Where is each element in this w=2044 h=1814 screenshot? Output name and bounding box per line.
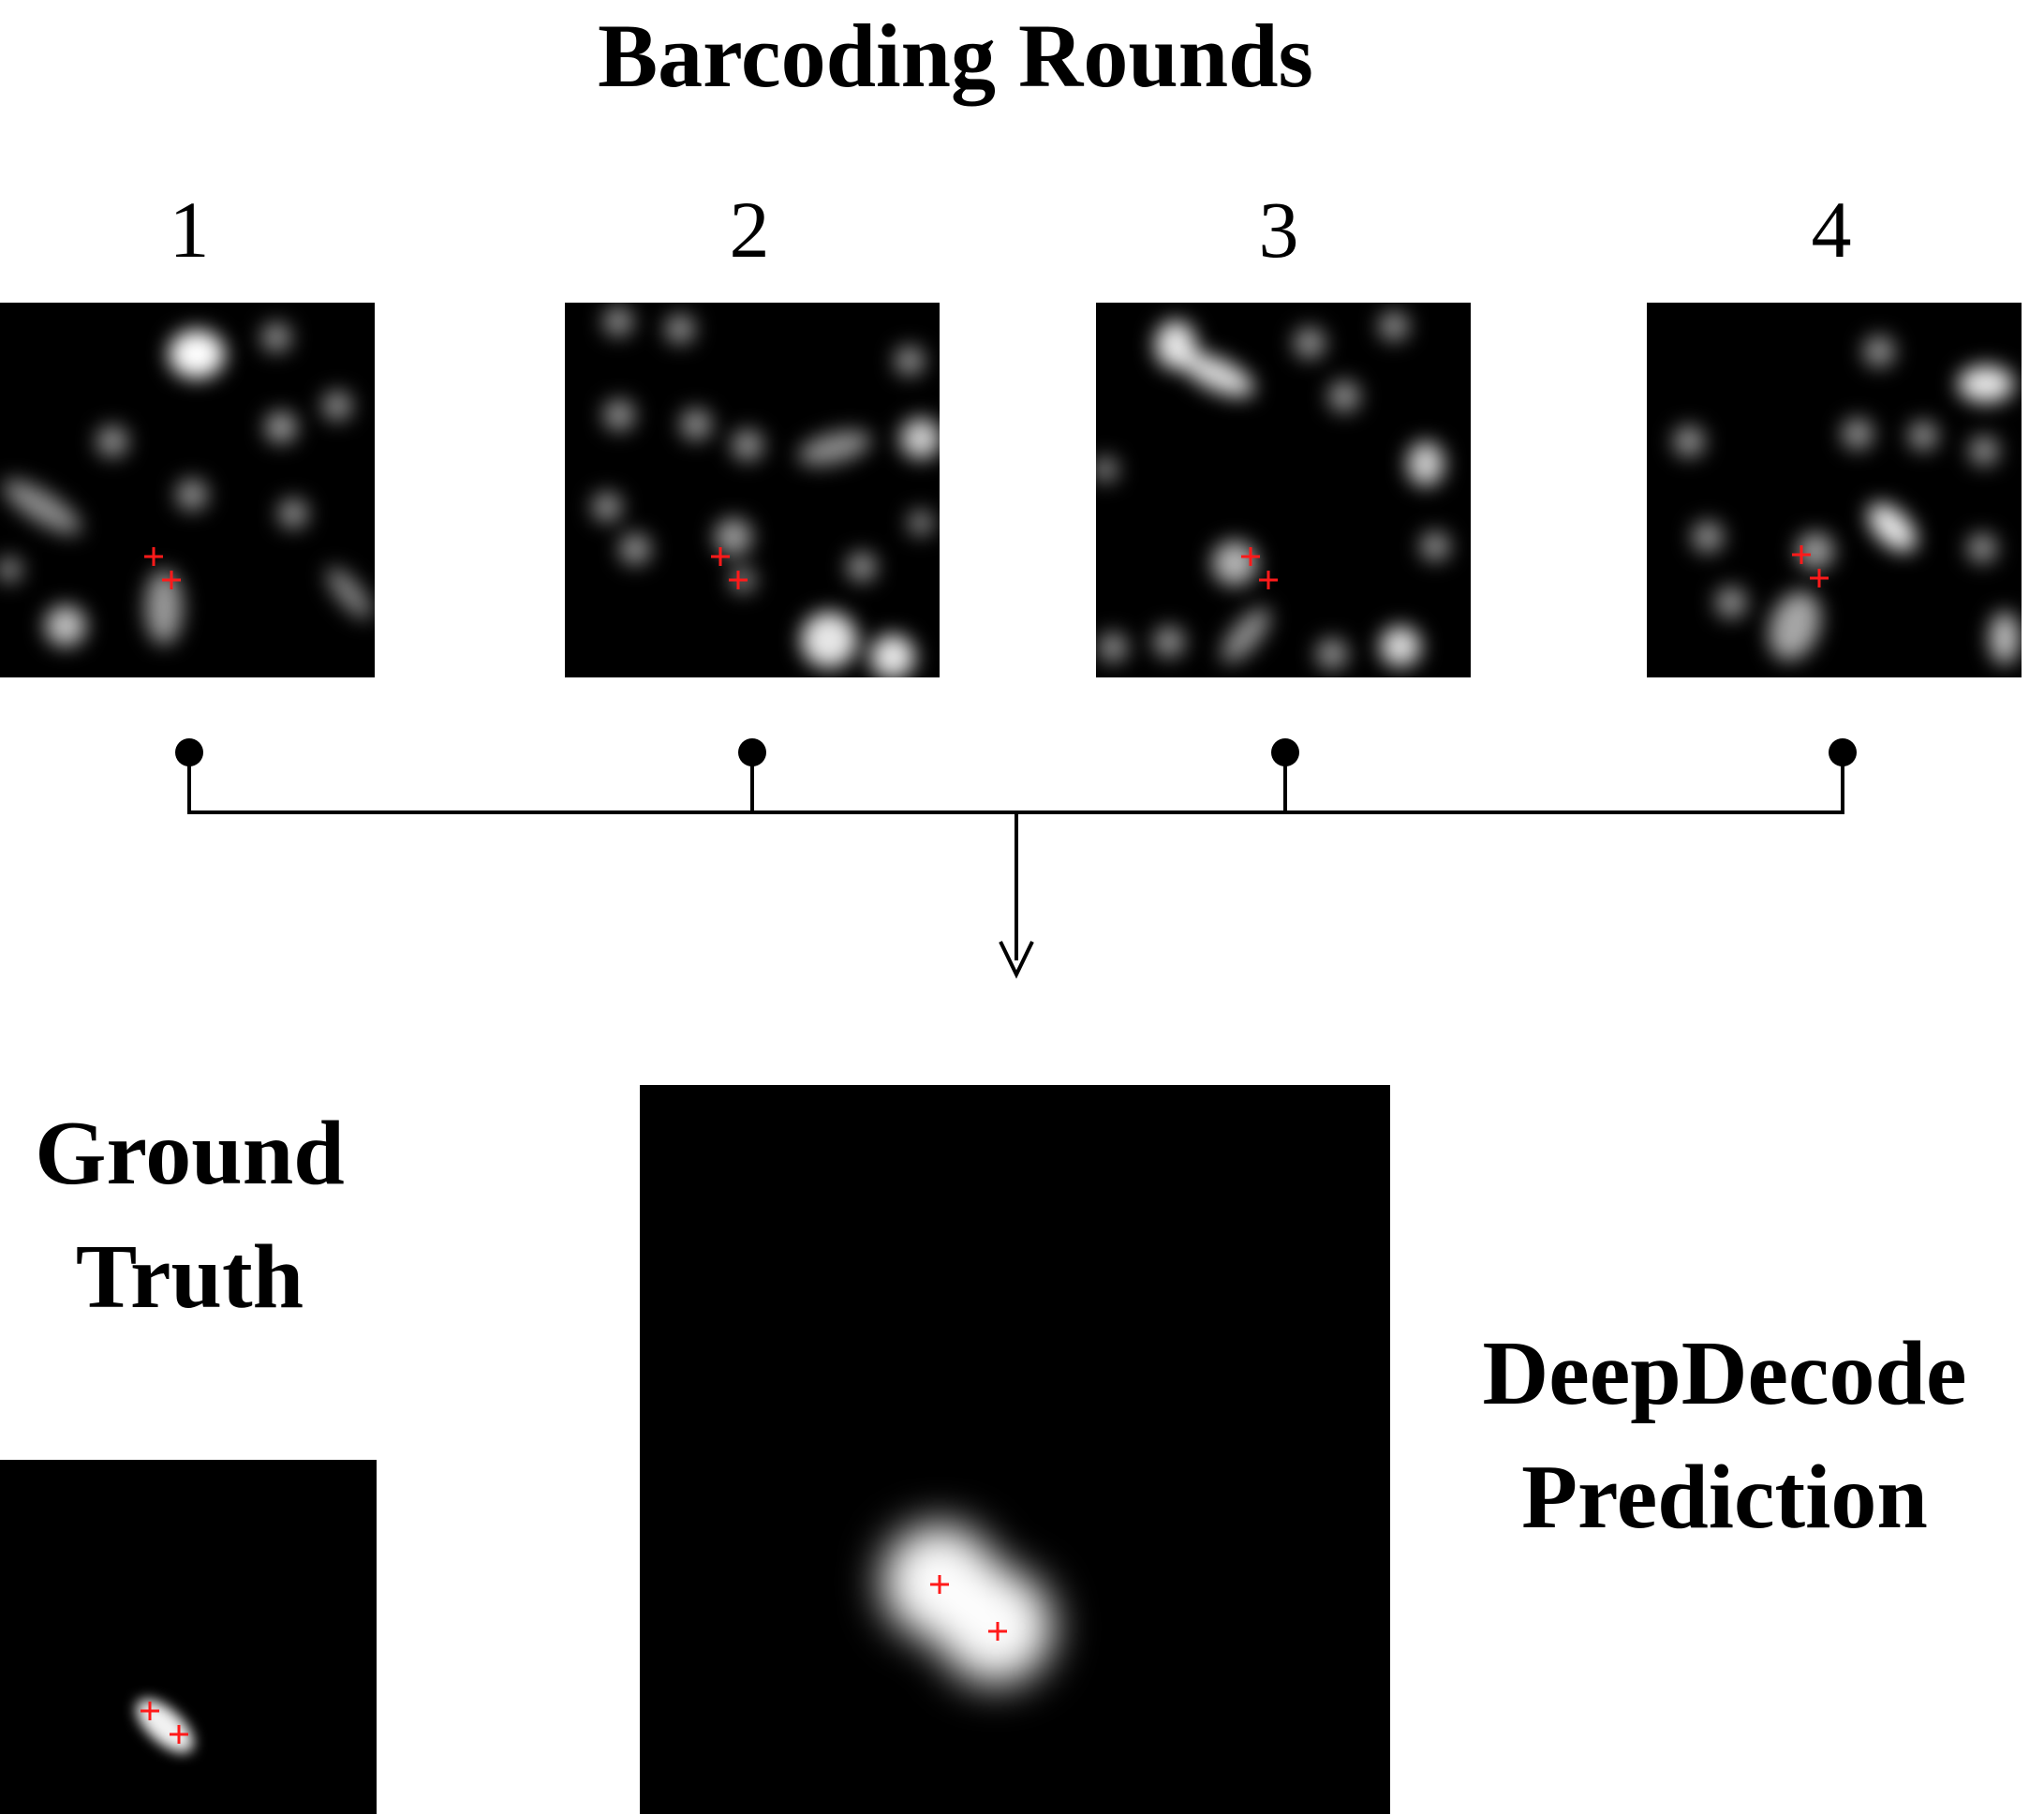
ground-truth-spots [136, 1699, 194, 1753]
round-1-image [0, 303, 375, 677]
node-round-4 [1829, 738, 1857, 766]
down-arrow-icon [999, 941, 1034, 979]
round-3-spots [1096, 311, 1450, 670]
round-4-image [1647, 303, 2022, 677]
red-plus-markers [144, 545, 1829, 589]
ground-truth-image [0, 1460, 377, 1814]
node-round-2 [738, 738, 766, 766]
round-1-spots [0, 322, 373, 647]
node-round-3 [1271, 738, 1299, 766]
round-label-2: 2 [729, 185, 770, 275]
prediction-label-line-2: Prediction [1521, 1447, 1928, 1548]
prediction-image [640, 1085, 1390, 1814]
round-3-image [1096, 303, 1471, 677]
round-2-image [565, 303, 940, 677]
ground-truth-label-line-2: Truth [75, 1227, 304, 1328]
connector-nodes [175, 738, 1857, 766]
merge-lines [187, 752, 1844, 960]
ground-truth-label-line-1: Ground [35, 1103, 345, 1204]
figure-title: Barcoding Rounds [598, 6, 1313, 106]
round-label-3: 3 [1258, 185, 1299, 275]
prediction-label-line-1: DeepDecode [1482, 1323, 1967, 1424]
round-label-4: 4 [1811, 185, 1852, 275]
round-2-spots [592, 306, 940, 677]
round-label-1: 1 [169, 185, 210, 275]
prediction-spots [881, 1524, 1054, 1685]
round-4-spots [1673, 335, 2020, 664]
node-round-1 [175, 738, 203, 766]
